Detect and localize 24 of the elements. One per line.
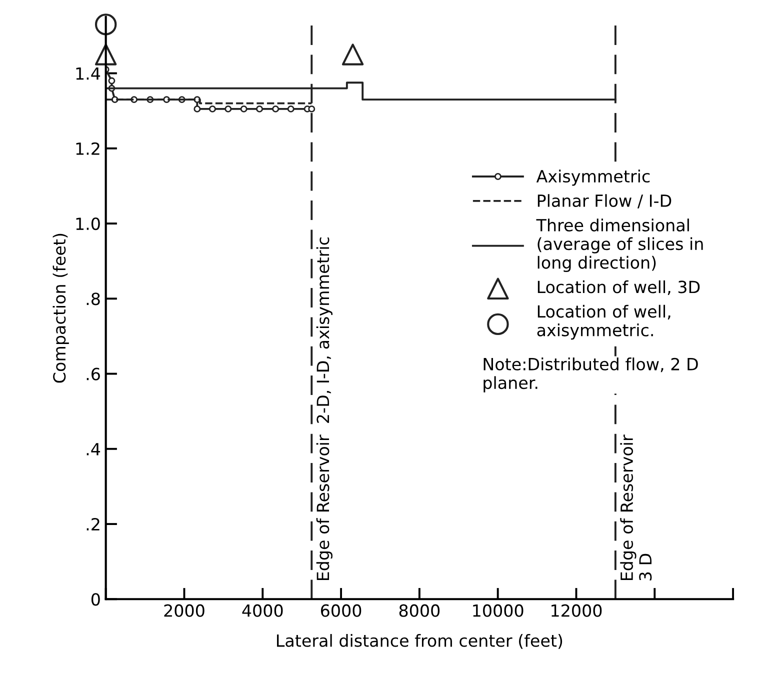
x-tick-label: 2000 bbox=[164, 604, 204, 617]
legend-label: Location of well, 3D bbox=[538, 280, 700, 295]
y-tick-label: .4 bbox=[86, 443, 100, 456]
y-tick-label: .8 bbox=[86, 292, 100, 306]
y-tick-label: .6 bbox=[86, 368, 100, 380]
y-tick-label: 1.2 bbox=[76, 142, 100, 155]
x-tick-label: 6000 bbox=[320, 604, 362, 617]
y-tick-label: 1.0 bbox=[76, 217, 100, 230]
x-tick-label: 8000 bbox=[399, 604, 440, 617]
ref-line-label: Edge of Reservoir 2-D, I-D, axisymmetric bbox=[316, 238, 332, 580]
x-tick-label: 10000 bbox=[473, 604, 524, 617]
legend-label: Three dimensional (average of slices in long direction) bbox=[536, 218, 703, 272]
x-axis-title: Lateral distance from center (feet) bbox=[277, 634, 562, 649]
y-tick-label: 0 bbox=[91, 593, 100, 606]
legend-label: Planar Flow / I-D bbox=[538, 194, 672, 208]
legend-label: Axisymmetric bbox=[536, 170, 650, 186]
y-tick-label: .2 bbox=[86, 518, 100, 530]
y-tick-label: 1.4 bbox=[76, 67, 100, 80]
x-tick-label: 4000 bbox=[242, 604, 283, 617]
legend-label: Location of well, axisymmetric. bbox=[537, 304, 670, 340]
ref-line-label: Edge of Reservoir 3 D bbox=[620, 434, 652, 580]
annotation: Note:Distributed flow, 2 D planer. bbox=[484, 358, 698, 392]
x-tick-label: 12000 bbox=[552, 604, 602, 617]
y-axis-title: Compaction (feet) bbox=[52, 234, 69, 383]
